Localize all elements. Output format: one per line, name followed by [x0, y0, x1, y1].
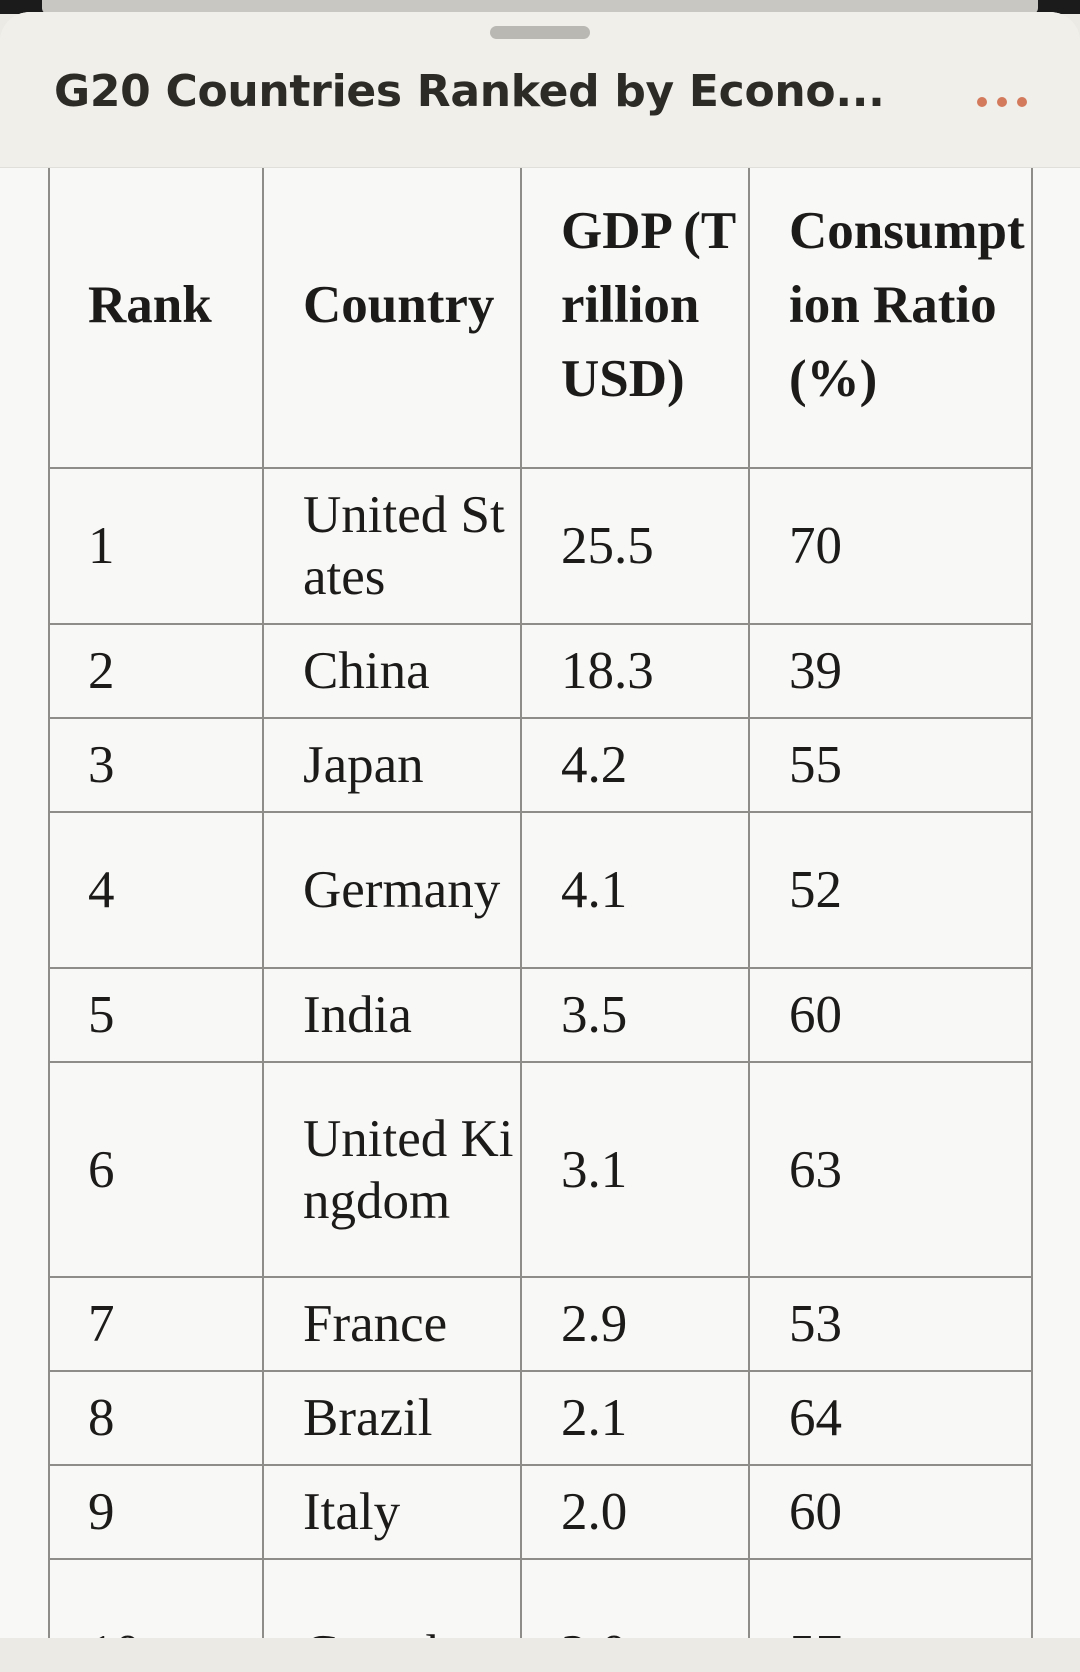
table-row: 4 Germany 4.1 52	[48, 811, 1033, 969]
data-table: Rank Country GDP (Trillion USD) Consumpt…	[48, 162, 1033, 1648]
table-row: 10 Canada 2.0 57	[48, 1558, 1033, 1648]
cell-country: Germany	[262, 811, 522, 969]
bottom-sheet: Rank Country GDP (Trillion USD) Consumpt…	[0, 12, 1080, 1660]
cell-ratio: 57	[748, 1558, 1033, 1648]
column-header-gdp: GDP (Trillion USD)	[520, 162, 750, 469]
cell-rank: 4	[48, 811, 264, 969]
cell-gdp: 4.2	[520, 717, 750, 813]
bottom-safe-area	[0, 1638, 1080, 1672]
cell-country: France	[262, 1276, 522, 1372]
cell-country: United States	[262, 467, 522, 625]
table-header-row: Rank Country GDP (Trillion USD) Consumpt…	[48, 162, 1033, 469]
sheet-header: G20 Countries Ranked by Econo...	[0, 12, 1080, 168]
cell-country: India	[262, 967, 522, 1063]
cell-gdp: 25.5	[520, 467, 750, 625]
background-window-edge	[0, 0, 1080, 14]
cell-gdp: 2.1	[520, 1370, 750, 1466]
cell-country: Italy	[262, 1464, 522, 1560]
cell-rank: 3	[48, 717, 264, 813]
table-row: 7 France 2.9 53	[48, 1276, 1033, 1372]
cell-ratio: 55	[748, 717, 1033, 813]
cell-ratio: 70	[748, 467, 1033, 625]
table-row: 3 Japan 4.2 55	[48, 717, 1033, 813]
cell-rank: 8	[48, 1370, 264, 1466]
cell-country: Canada	[262, 1558, 522, 1648]
column-header-rank: Rank	[48, 162, 264, 469]
cell-ratio: 60	[748, 967, 1033, 1063]
table-scroll-area[interactable]: Rank Country GDP (Trillion USD) Consumpt…	[0, 12, 1080, 1648]
cell-gdp: 3.5	[520, 967, 750, 1063]
drag-handle[interactable]	[490, 26, 590, 39]
cell-rank: 1	[48, 467, 264, 625]
more-options-button[interactable]	[960, 80, 1044, 124]
page-title: G20 Countries Ranked by Econo...	[54, 66, 885, 117]
cell-country: Brazil	[262, 1370, 522, 1466]
cell-ratio: 63	[748, 1061, 1033, 1278]
cell-country: China	[262, 623, 522, 719]
cell-rank: 6	[48, 1061, 264, 1278]
table-row: 9 Italy 2.0 60	[48, 1464, 1033, 1560]
cell-country: Japan	[262, 717, 522, 813]
cell-gdp: 3.1	[520, 1061, 750, 1278]
cell-gdp: 4.1	[520, 811, 750, 969]
column-header-country: Country	[262, 162, 522, 469]
table-row: 6 United Kingdom 3.1 63	[48, 1061, 1033, 1278]
table-row: 1 United States 25.5 70	[48, 467, 1033, 625]
cell-rank: 5	[48, 967, 264, 1063]
table-row: 8 Brazil 2.1 64	[48, 1370, 1033, 1466]
column-header-consumption: Consumption Ratio (%)	[748, 162, 1033, 469]
cell-gdp: 2.0	[520, 1558, 750, 1648]
cell-ratio: 39	[748, 623, 1033, 719]
more-horizontal-icon	[977, 97, 987, 107]
cell-rank: 10	[48, 1558, 264, 1648]
cell-rank: 2	[48, 623, 264, 719]
cell-rank: 7	[48, 1276, 264, 1372]
cell-ratio: 64	[748, 1370, 1033, 1466]
cell-gdp: 2.9	[520, 1276, 750, 1372]
cell-gdp: 2.0	[520, 1464, 750, 1560]
table-row: 2 China 18.3 39	[48, 623, 1033, 719]
cell-ratio: 53	[748, 1276, 1033, 1372]
cell-country: United Kingdom	[262, 1061, 522, 1278]
cell-rank: 9	[48, 1464, 264, 1560]
cell-ratio: 52	[748, 811, 1033, 969]
cell-gdp: 18.3	[520, 623, 750, 719]
cell-ratio: 60	[748, 1464, 1033, 1560]
table-row: 5 India 3.5 60	[48, 967, 1033, 1063]
